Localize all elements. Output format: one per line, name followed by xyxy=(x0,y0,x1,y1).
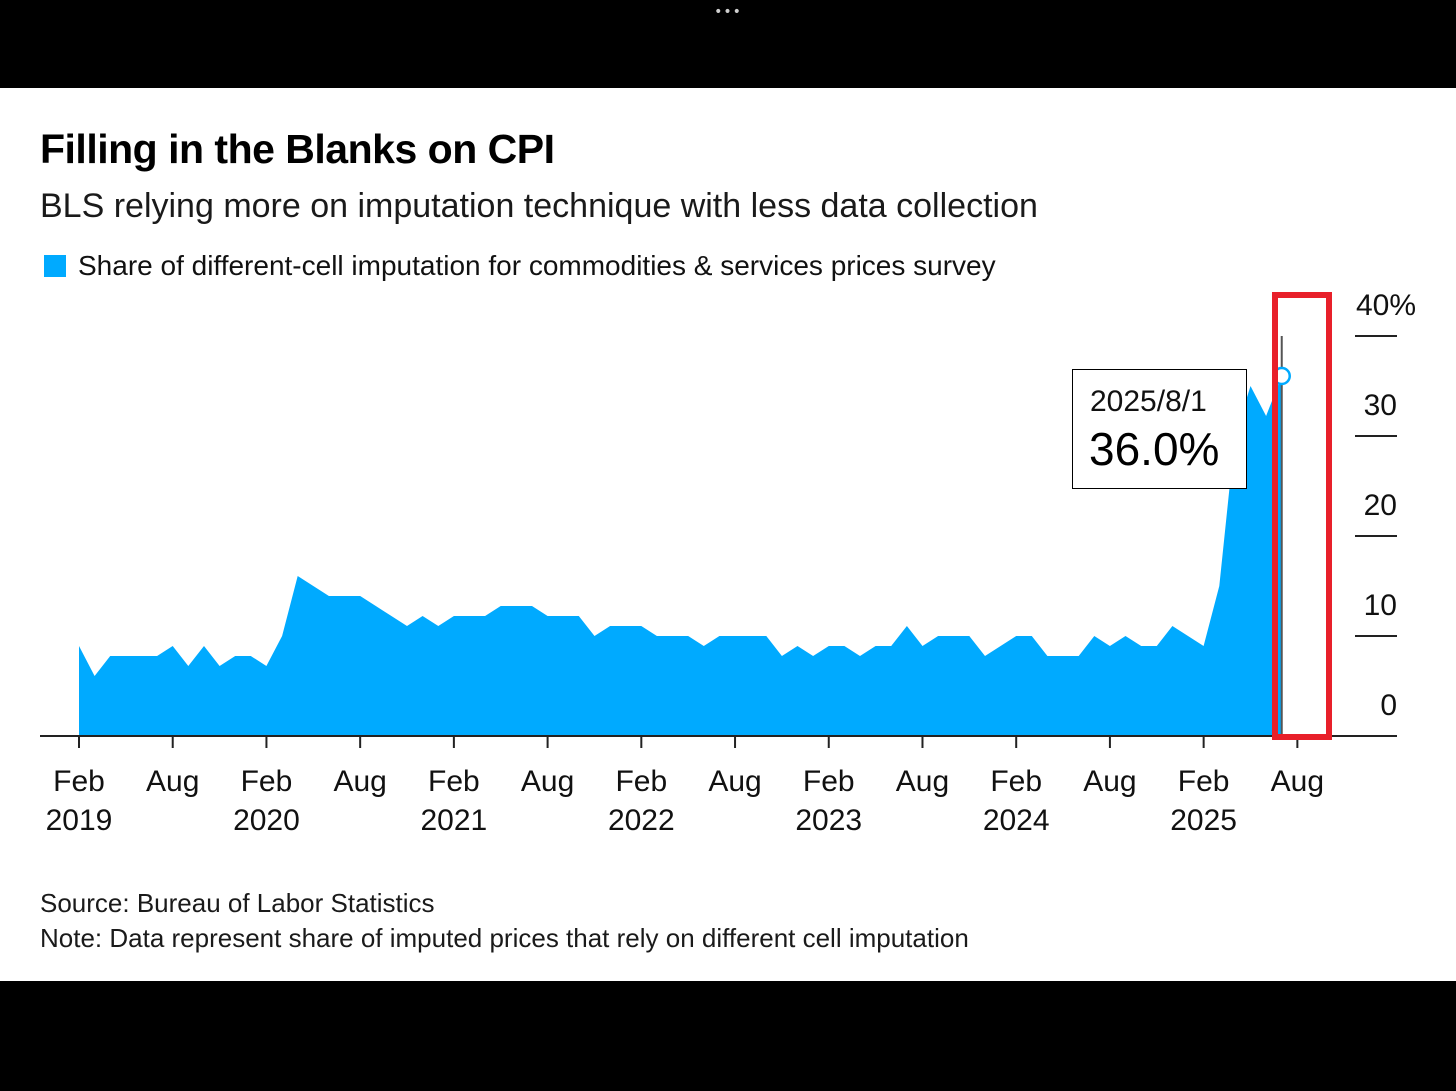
chart-title: Filling in the Blanks on CPI xyxy=(40,126,555,172)
chart-subtitle: BLS relying more on imputation technique… xyxy=(40,187,1038,225)
chart-svg: 0 10 20 30 40% Feb 2019 Aug Feb 2020 Aug Feb 2021 Au… xyxy=(40,289,1416,837)
chart-card: Filling in the Blanks on CPI BLS relying… xyxy=(0,88,1456,981)
tooltip-date: 2025/8/1 xyxy=(1090,385,1207,418)
legend: Share of different-cell imputation for c… xyxy=(44,250,996,282)
y-tick-label: 40% xyxy=(1356,289,1416,322)
y-tick-label: 10 xyxy=(1364,589,1397,622)
legend-swatch xyxy=(44,255,66,277)
x-tick-label: Aug xyxy=(521,765,574,798)
y-tick-label: 30 xyxy=(1364,389,1397,422)
x-tick-year-label: 2019 xyxy=(46,804,113,837)
x-tick-label: Aug xyxy=(1083,765,1136,798)
x-tick-year-label: 2020 xyxy=(233,804,300,837)
x-tick-label: Aug xyxy=(708,765,761,798)
x-tick-year-label: 2021 xyxy=(421,804,488,837)
source-note: Source: Bureau of Labor Statistics xyxy=(40,888,435,918)
x-tick-year-label: 2023 xyxy=(795,804,862,837)
x-tick-label: Aug xyxy=(146,765,199,798)
y-tick-label: 20 xyxy=(1364,489,1397,522)
highlight-box xyxy=(1272,292,1332,740)
x-tick-label: Feb xyxy=(428,765,480,798)
value-tooltip: 2025/8/1 36.0% xyxy=(1072,369,1247,489)
x-axis: Feb 2019 Aug Feb 2020 Aug Feb 2021 Aug Feb 2022 Aug… xyxy=(46,736,1324,837)
x-tick-label: Feb xyxy=(615,765,667,798)
x-tick-label: Aug xyxy=(1271,765,1324,798)
x-tick-label: Feb xyxy=(53,765,105,798)
tooltip-value: 36.0% xyxy=(1089,423,1220,475)
data-note: Note: Data represent share of imputed pr… xyxy=(40,923,969,953)
x-tick-year-label: 2025 xyxy=(1170,804,1237,837)
x-tick-label: Feb xyxy=(241,765,293,798)
x-tick-label: Feb xyxy=(803,765,855,798)
x-tick-year-label: 2022 xyxy=(608,804,675,837)
x-tick-label: Aug xyxy=(333,765,386,798)
y-tick-label: 0 xyxy=(1380,689,1397,722)
x-tick-label: Aug xyxy=(896,765,949,798)
legend-label: Share of different-cell imputation for c… xyxy=(78,250,996,281)
x-tick-year-label: 2024 xyxy=(983,804,1050,837)
x-tick-label: Feb xyxy=(990,765,1042,798)
series-area xyxy=(79,376,1282,736)
window-menu-dots[interactable]: ••• xyxy=(714,4,742,20)
x-tick-label: Feb xyxy=(1178,765,1230,798)
y-axis: 0 10 20 30 40% xyxy=(1355,289,1416,722)
